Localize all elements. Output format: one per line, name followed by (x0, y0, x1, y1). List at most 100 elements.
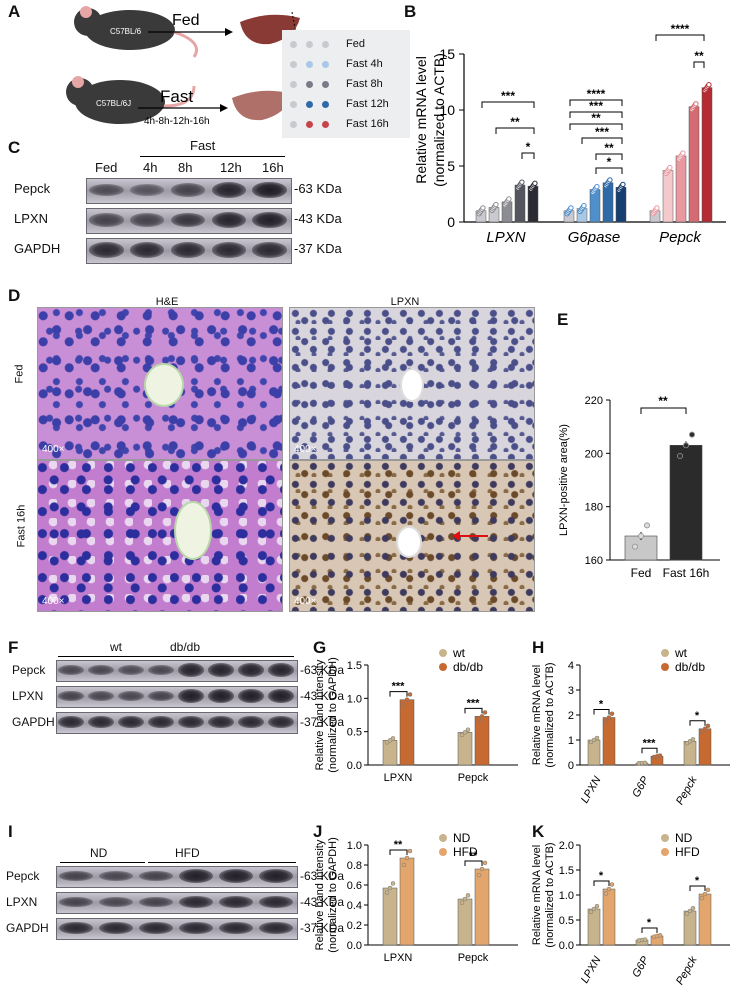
blot-band (118, 690, 144, 702)
y-axis-label: Relative band intensity (314, 659, 326, 770)
blot-group-line (148, 862, 296, 863)
data-point (407, 848, 413, 854)
x-category-label: LPXN (579, 954, 604, 985)
legend-dot (661, 848, 669, 856)
vessel (396, 526, 422, 558)
blot-group-label: wt (110, 640, 122, 654)
significance-bracket (581, 137, 623, 144)
data-point (479, 714, 485, 719)
significance-label: ** (591, 111, 601, 125)
panel-letter-b: B (404, 2, 417, 21)
y-tick-label: 0.5 (559, 915, 574, 927)
blot-band (268, 689, 294, 703)
data-point (581, 202, 587, 209)
blot-band (170, 212, 206, 228)
bar (602, 182, 614, 223)
magnification-label: 400× (294, 596, 317, 607)
blot-band (178, 689, 204, 703)
significance-label: * (526, 140, 531, 154)
data-point (677, 453, 683, 459)
data-point (705, 887, 711, 893)
x-category-label: Fed (631, 566, 652, 580)
legend-label: ND (675, 831, 693, 845)
data-point (689, 431, 695, 438)
red-arrow-icon (452, 531, 488, 541)
x-category-label: G6pase (568, 229, 621, 245)
data-point (506, 196, 512, 202)
legend-dot (322, 81, 329, 88)
panel-j-chart: 0.0 0.2 0.4 0.6 0.8 1.0 Relative band intensit… (314, 831, 518, 964)
significance-label: **** (671, 22, 690, 36)
data-point (702, 891, 708, 897)
blot-band (238, 663, 264, 677)
bar (683, 910, 697, 946)
blot-band (238, 715, 264, 729)
data-point (479, 866, 485, 872)
significance-bracket (593, 709, 610, 715)
y-axis-label: (normalized to ACTB) (544, 662, 556, 767)
significance-bracket (389, 691, 408, 697)
legend-dot (290, 81, 297, 88)
bar (688, 106, 700, 223)
y-tick-label: 1.5 (559, 865, 574, 877)
blot-band (99, 921, 133, 935)
blot-group-line (58, 656, 150, 657)
bar (662, 170, 674, 223)
y-tick-label: 0.6 (347, 880, 362, 892)
y-axis-label: (normalized to ACTB) (431, 53, 447, 187)
panel-d-col2-title: LPXN (390, 296, 420, 308)
panel-letter-e: E (557, 310, 569, 329)
bar (615, 187, 627, 223)
blot-lane-label: 12h (220, 160, 242, 175)
legend-dot (661, 649, 669, 657)
significance-label: ** (604, 141, 614, 155)
data-point (459, 732, 465, 738)
data-point (609, 882, 615, 887)
significance-bracket (595, 153, 623, 160)
blot-kda-label: -63 KDa (294, 181, 342, 196)
bar (698, 893, 712, 946)
legend-row-2: Fast 8h (290, 78, 410, 96)
data-point (493, 201, 499, 208)
significance-label: ** (510, 115, 520, 129)
y-tick-label: 2 (568, 710, 574, 722)
data-point (644, 522, 650, 529)
significance-label: * (695, 710, 700, 722)
fed-label: Fed (172, 12, 200, 29)
x-category-label: LPXN (384, 772, 413, 784)
x-category-label: Pepck (458, 952, 489, 964)
blot-group-line (60, 862, 145, 863)
legend-label: db/db (453, 660, 483, 674)
blot-band (259, 921, 293, 935)
legend-label: HFD (453, 845, 478, 859)
data-point (390, 881, 396, 886)
panel-letter-d: D (8, 286, 21, 305)
significance-label: *** (643, 737, 657, 749)
data-point (462, 730, 468, 735)
significance-bracket (495, 127, 535, 134)
data-point (407, 692, 413, 697)
blot-row-label: Pepck (6, 869, 40, 883)
y-axis-label: Relative mRNA level (413, 56, 429, 184)
significance-label: ** (694, 49, 704, 63)
x-category-label: LPXN (486, 229, 525, 245)
blot-kda-label: -43 KDa (294, 211, 342, 226)
y-tick-label: 1.0 (559, 890, 574, 902)
data-point (594, 903, 600, 909)
legend-dot (439, 848, 447, 856)
significance-label: * (599, 699, 604, 711)
significance-label: *** (595, 125, 609, 139)
y-tick-label: 1.5 (347, 660, 362, 672)
legend-dot (290, 61, 297, 68)
blot-kda-label: -63 KDa (300, 869, 345, 883)
data-point (591, 906, 597, 912)
data-point (476, 717, 482, 723)
significance-bracket (655, 34, 705, 41)
blot-band (59, 870, 93, 882)
blot-group-label: ND (90, 846, 108, 860)
blot-strip (56, 660, 298, 682)
blot-kda-label: -63 KDa (300, 663, 345, 677)
bar (701, 87, 713, 223)
significance-bracket (464, 707, 483, 714)
panel-letter-a: A (8, 2, 21, 21)
